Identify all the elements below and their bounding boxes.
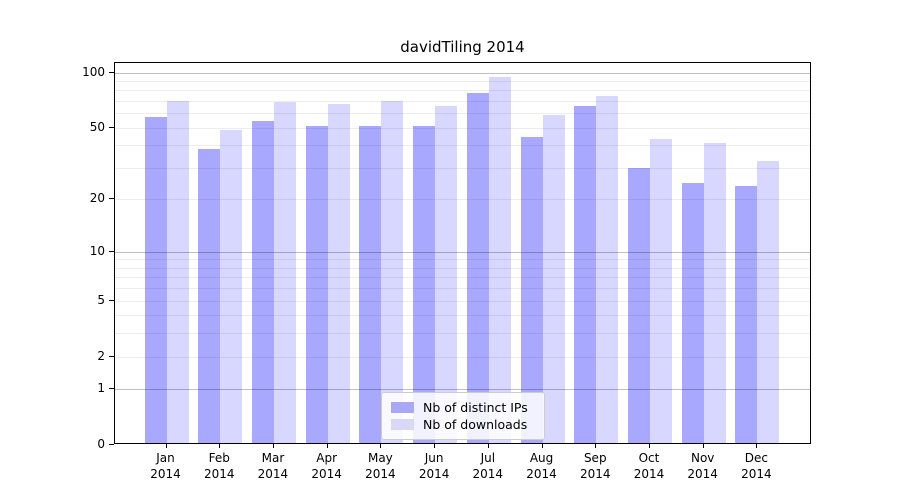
y-tick-label: 0 bbox=[97, 437, 105, 452]
x-tick bbox=[595, 444, 597, 448]
x-tick bbox=[487, 444, 489, 448]
bar-distinct-ips-dec bbox=[735, 186, 758, 443]
y-tick-label: 1 bbox=[97, 381, 105, 396]
bar-downloads-feb bbox=[220, 130, 243, 443]
bar-downloads-apr bbox=[327, 103, 350, 443]
y-tick bbox=[109, 388, 114, 390]
x-tick bbox=[326, 444, 328, 448]
y-tick-label: 5 bbox=[97, 292, 105, 307]
distinct-ips-swatch-icon bbox=[391, 402, 414, 413]
bar-downloads-sep bbox=[596, 95, 619, 443]
legend-item-distinct-ips: Nb of distinct IPs bbox=[391, 399, 535, 416]
x-tick bbox=[165, 444, 167, 448]
bar-distinct-ips-jun bbox=[413, 125, 436, 443]
x-tick-label-mar: Mar 2014 bbox=[257, 451, 289, 481]
x-tick-label-sep: Sep 2014 bbox=[579, 451, 611, 481]
x-tick-label-jul: Jul 2014 bbox=[472, 451, 504, 481]
bar-distinct-ips-may bbox=[359, 125, 382, 443]
gridline-minor bbox=[115, 113, 810, 115]
downloads-swatch-icon bbox=[391, 419, 414, 430]
legend: Nb of distinct IPs Nb of downloads bbox=[381, 392, 545, 440]
x-tick-label-feb: Feb 2014 bbox=[203, 451, 235, 481]
y-tick-label: 50 bbox=[89, 119, 105, 134]
gridline-minor bbox=[115, 81, 810, 83]
bar-distinct-ips-mar bbox=[251, 120, 274, 443]
bar-distinct-ips-nov bbox=[681, 183, 704, 443]
y-tick bbox=[109, 71, 114, 73]
gridline-minor bbox=[115, 127, 810, 129]
legend-label: Nb of downloads bbox=[423, 417, 528, 432]
x-tick bbox=[272, 444, 274, 448]
bar-downloads-nov bbox=[703, 143, 726, 443]
bar-distinct-ips-jan bbox=[144, 116, 167, 443]
x-tick bbox=[648, 444, 650, 448]
x-tick-label-aug: Aug 2014 bbox=[526, 451, 557, 481]
bar-distinct-ips-feb bbox=[198, 149, 221, 443]
x-tick-label-may: May 2014 bbox=[365, 451, 396, 481]
x-tick bbox=[434, 444, 436, 448]
x-tick bbox=[219, 444, 221, 448]
y-tick-label: 10 bbox=[89, 243, 105, 258]
y-tick-label: 20 bbox=[89, 191, 105, 206]
y-tick bbox=[109, 444, 114, 446]
bar-downloads-oct bbox=[649, 139, 672, 443]
bar-distinct-ips-jul bbox=[466, 93, 489, 443]
y-tick bbox=[109, 299, 114, 301]
bar-downloads-aug bbox=[542, 115, 565, 443]
gridline-minor bbox=[115, 101, 810, 103]
x-tick bbox=[756, 444, 758, 448]
bar-downloads-jan bbox=[166, 101, 189, 443]
legend-item-downloads: Nb of downloads bbox=[391, 416, 535, 433]
bar-downloads-jul bbox=[488, 77, 511, 443]
bar-distinct-ips-sep bbox=[574, 105, 597, 443]
bar-distinct-ips-oct bbox=[627, 168, 650, 443]
x-tick-label-nov: Nov 2014 bbox=[687, 451, 718, 481]
y-tick-label: 2 bbox=[97, 348, 105, 363]
bar-distinct-ips-apr bbox=[305, 125, 328, 443]
x-tick-label-jan: Jan 2014 bbox=[150, 451, 181, 481]
y-tick-label: 100 bbox=[82, 64, 105, 79]
x-tick-label-jun: Jun 2014 bbox=[418, 451, 450, 481]
x-tick bbox=[380, 444, 382, 448]
gridline-minor bbox=[115, 90, 810, 92]
bar-distinct-ips-aug bbox=[520, 137, 543, 443]
chart-title: davidTiling 2014 bbox=[400, 38, 525, 56]
x-tick bbox=[541, 444, 543, 448]
x-tick bbox=[702, 444, 704, 448]
legend-label: Nb of distinct IPs bbox=[423, 400, 528, 415]
x-tick-label-dec: Dec 2014 bbox=[741, 451, 772, 481]
bar-downloads-jun bbox=[435, 105, 458, 443]
x-tick-label-oct: Oct 2014 bbox=[633, 451, 665, 481]
y-tick bbox=[109, 126, 114, 128]
bar-downloads-dec bbox=[757, 160, 780, 443]
plot-area bbox=[114, 62, 811, 444]
x-tick-label-apr: Apr 2014 bbox=[311, 451, 342, 481]
y-tick bbox=[109, 355, 114, 357]
y-tick bbox=[109, 198, 114, 200]
gridline-major bbox=[115, 72, 810, 74]
y-tick bbox=[109, 250, 114, 252]
bar-downloads-may bbox=[381, 101, 404, 443]
bar-downloads-mar bbox=[273, 102, 296, 443]
